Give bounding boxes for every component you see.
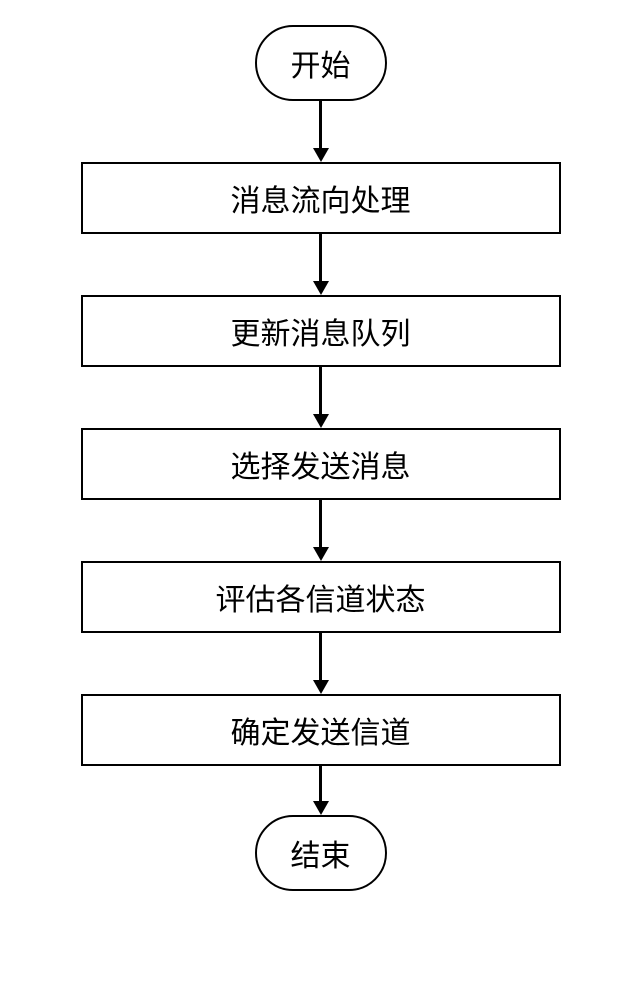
end-label: 结束 — [291, 831, 351, 875]
process-step4: 评估各信道状态 — [81, 561, 561, 633]
arrow-6 — [313, 766, 329, 815]
flowchart-container: 开始 消息流向处理 更新消息队列 选择发送消息 评估各信道状态 确定发送信道 — [81, 25, 561, 891]
process-step1: 消息流向处理 — [81, 162, 561, 234]
step4-label: 评估各信道状态 — [216, 575, 426, 619]
process-step5: 确定发送信道 — [81, 694, 561, 766]
arrow-2 — [313, 234, 329, 295]
arrow-5 — [313, 633, 329, 694]
start-label: 开始 — [291, 41, 351, 85]
arrow-4 — [313, 500, 329, 561]
arrow-1 — [313, 101, 329, 162]
end-terminal: 结束 — [255, 815, 387, 891]
process-step2: 更新消息队列 — [81, 295, 561, 367]
step5-label: 确定发送信道 — [231, 708, 411, 752]
step2-label: 更新消息队列 — [231, 309, 411, 353]
start-terminal: 开始 — [255, 25, 387, 101]
step1-label: 消息流向处理 — [231, 176, 411, 220]
arrow-3 — [313, 367, 329, 428]
process-step3: 选择发送消息 — [81, 428, 561, 500]
step3-label: 选择发送消息 — [231, 442, 411, 486]
